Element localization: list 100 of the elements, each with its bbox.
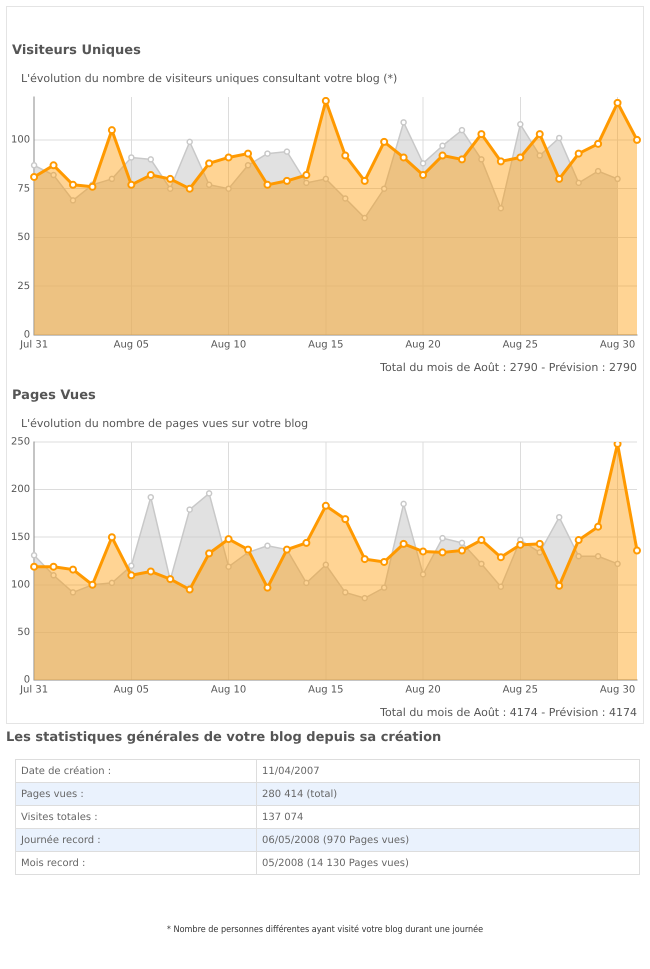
point xyxy=(302,171,310,180)
point xyxy=(614,442,622,448)
point xyxy=(244,546,252,554)
point xyxy=(108,580,116,586)
point xyxy=(380,558,388,566)
point xyxy=(633,136,641,144)
point xyxy=(263,584,272,592)
point xyxy=(594,522,602,531)
point xyxy=(341,515,350,524)
point xyxy=(556,134,562,142)
point xyxy=(225,563,232,570)
point xyxy=(303,580,310,586)
point xyxy=(419,547,428,556)
point xyxy=(322,97,330,105)
point xyxy=(400,500,407,508)
point xyxy=(50,562,58,571)
point xyxy=(594,168,602,174)
point xyxy=(594,140,602,148)
point xyxy=(555,174,564,183)
point xyxy=(148,156,154,163)
x-tick-label: Aug 30 xyxy=(600,684,636,696)
y-tick-label: 0 xyxy=(24,330,30,341)
point xyxy=(128,154,135,161)
point xyxy=(496,157,505,166)
point xyxy=(127,180,136,189)
point xyxy=(420,571,426,578)
point xyxy=(50,572,57,579)
point xyxy=(498,204,504,212)
point xyxy=(244,150,252,158)
text: Les statistiques générales de votre blog depuis sa création xyxy=(6,730,442,745)
point xyxy=(205,549,214,558)
x-tick-label: Aug 25 xyxy=(502,684,538,696)
point xyxy=(68,566,77,574)
point xyxy=(477,536,486,544)
point xyxy=(458,540,466,546)
text: 11/04/2007 xyxy=(256,760,640,782)
point xyxy=(30,552,38,559)
x-tick-label: Aug 15 xyxy=(308,684,344,696)
point xyxy=(342,589,349,596)
point xyxy=(342,195,349,202)
point xyxy=(148,494,154,500)
point xyxy=(30,172,38,181)
point xyxy=(50,161,58,170)
y-tick-label: 200 xyxy=(10,484,30,496)
text: Pages vues : xyxy=(16,782,256,806)
chart-title: Pages Vues xyxy=(12,388,97,403)
point xyxy=(322,502,330,510)
point xyxy=(594,552,602,560)
point xyxy=(536,540,544,548)
x-tick-label: Jul 31 xyxy=(19,684,48,696)
point xyxy=(68,180,77,189)
point xyxy=(70,589,76,596)
point xyxy=(70,197,76,204)
point xyxy=(322,176,330,182)
point xyxy=(108,126,116,134)
point xyxy=(108,176,116,182)
y-tick-label: 25 xyxy=(17,280,30,292)
point xyxy=(206,182,212,188)
point xyxy=(614,560,621,568)
point xyxy=(224,153,233,162)
point xyxy=(206,490,212,497)
point xyxy=(517,121,524,128)
point xyxy=(30,162,38,169)
point xyxy=(458,546,466,555)
point xyxy=(516,540,524,549)
chart-title: Visiteurs Uniques xyxy=(12,43,142,58)
point xyxy=(614,98,622,107)
point xyxy=(146,171,155,180)
point xyxy=(574,536,583,544)
point xyxy=(302,538,310,547)
point xyxy=(536,549,544,556)
point xyxy=(263,180,272,189)
text: Journée record : xyxy=(16,828,256,852)
text: 05/2008 (14 130 Pages vues) xyxy=(256,852,640,874)
point xyxy=(400,153,408,162)
point xyxy=(360,555,369,564)
point xyxy=(264,150,271,157)
point xyxy=(438,548,447,556)
point xyxy=(536,152,544,159)
point xyxy=(146,567,155,576)
point xyxy=(127,571,136,580)
point xyxy=(360,176,369,185)
y-tick-label: 0 xyxy=(24,674,30,686)
point xyxy=(322,562,330,568)
point xyxy=(166,174,174,183)
point xyxy=(400,540,408,548)
y-tick-label: 100 xyxy=(10,134,30,146)
point xyxy=(361,594,368,602)
point xyxy=(380,584,388,591)
x-tick-label: Jul 31 xyxy=(19,340,48,351)
y-tick-label: 150 xyxy=(10,532,30,543)
chart-subtitle: L'évolution du nombre de visiteurs uniques consultant votre blog (*) xyxy=(21,72,398,85)
point xyxy=(536,130,544,138)
point xyxy=(478,560,485,568)
point xyxy=(556,514,562,520)
text: Date de création : xyxy=(16,760,256,782)
x-tick-label: Aug 15 xyxy=(308,340,344,351)
point xyxy=(303,180,310,186)
point xyxy=(361,214,368,222)
y-tick-label: 75 xyxy=(17,183,30,194)
